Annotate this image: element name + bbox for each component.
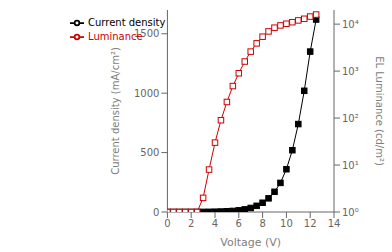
svg-text:10¹: 10¹ [342,160,359,171]
svg-text:10⁴: 10⁴ [342,19,359,30]
svg-text:2: 2 [188,218,194,229]
svg-text:4: 4 [212,218,218,229]
svg-text:8: 8 [259,218,265,229]
html-text:Current density: Current density [88,17,166,28]
svg-text:10⁰: 10⁰ [342,207,359,218]
svg-text:1000: 1000 [134,88,159,99]
svg-text:0: 0 [153,207,159,218]
svg-text:0: 0 [164,218,170,229]
html-text:Luminance: Luminance [88,31,143,42]
svg-text:EL Luminance (cd/m²): EL Luminance (cd/m²) [374,56,384,166]
svg-text:Current density (mA/cm²): Current density (mA/cm²) [110,47,121,175]
svg-text:10³: 10³ [342,66,359,77]
svg-text:6: 6 [236,218,242,229]
svg-text:12: 12 [304,218,317,229]
svg-text:10: 10 [280,218,293,229]
svg-text:500: 500 [140,147,159,158]
svg-text:10²: 10² [342,113,359,124]
svg-text:Voltage (V): Voltage (V) [220,236,281,249]
svg-text:1500: 1500 [134,28,159,39]
svg-text:14: 14 [328,218,341,229]
